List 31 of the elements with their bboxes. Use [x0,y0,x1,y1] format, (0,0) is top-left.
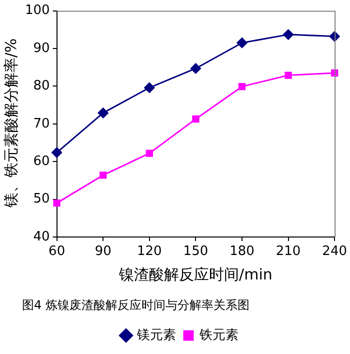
point [192,115,200,123]
caption: 图4 炼镍废渣酸解反应时间与分解率关系图 [22,298,250,312]
y-axis-title: 镁、铁元素酸解分解率/% [1,37,21,210]
y-tick-label: 100 [24,3,50,18]
x-tick-label: 240 [322,244,348,260]
x-tick-label: 210 [276,244,301,260]
point [283,29,294,40]
x-tick-label: 90 [94,244,112,260]
x-tick-label: 180 [230,244,254,260]
point [146,150,153,157]
y-tick-label: 90 [33,40,50,56]
point [100,172,107,179]
point [236,38,248,48]
point [98,108,108,118]
point [52,147,62,158]
y-tick-label: 40 [33,229,50,244]
point [53,199,60,207]
point [238,83,246,90]
legend-label: 铁元素 [198,328,238,343]
x-tick-label: 150 [183,244,208,260]
y-tick-label: 70 [33,116,50,132]
y-tick-label: 50 [33,192,50,207]
y-tick-label: 60 [33,154,50,169]
point [144,82,155,93]
x-tick-label: 60 [48,244,66,260]
x-tick-label: 120 [136,244,162,260]
point [284,72,292,79]
point [190,63,201,74]
x-axis-title: 镍渣酸解反应时间/min [118,265,272,284]
legend-label: 镁元素 [136,328,176,343]
y-tick-label: 80 [33,78,50,94]
